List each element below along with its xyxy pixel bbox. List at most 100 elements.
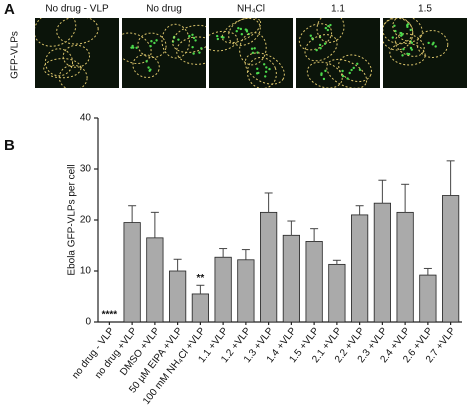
gfp-spot bbox=[257, 71, 260, 75]
gfp-spot bbox=[409, 28, 412, 32]
gfp-spot bbox=[434, 45, 437, 48]
gfp-spot bbox=[240, 33, 244, 36]
gfp-spot bbox=[147, 66, 150, 69]
cell-outline bbox=[416, 30, 449, 58]
gfp-spot bbox=[200, 47, 203, 50]
bar bbox=[351, 214, 369, 323]
gfp-spot bbox=[239, 27, 243, 31]
gfp-spot bbox=[320, 73, 323, 77]
cell-outline bbox=[62, 44, 90, 68]
cell-outline bbox=[176, 36, 206, 65]
gfp-spot bbox=[352, 66, 355, 70]
significance-label: **** bbox=[102, 310, 118, 321]
gfp-spot bbox=[188, 34, 191, 38]
cell-outline bbox=[392, 18, 423, 42]
y-tick-label: 10 bbox=[80, 266, 92, 277]
y-tick-label: 20 bbox=[80, 215, 92, 226]
gfp-spot bbox=[341, 69, 344, 73]
gfp-spot bbox=[244, 28, 248, 31]
bar bbox=[123, 222, 141, 323]
cell-outline bbox=[383, 18, 414, 44]
gfp-spot bbox=[153, 41, 156, 45]
panel-letter: A bbox=[4, 1, 15, 18]
micrograph bbox=[296, 18, 380, 88]
gfp-spot bbox=[326, 28, 330, 32]
panel-letter: B bbox=[4, 137, 15, 154]
row-label: GFP-VLPs bbox=[10, 31, 21, 79]
micrograph bbox=[383, 18, 467, 88]
cell-outline bbox=[326, 58, 368, 88]
gfp-spot bbox=[253, 47, 256, 50]
gfp-spot bbox=[237, 27, 240, 30]
cell-outline bbox=[161, 23, 190, 59]
bar bbox=[419, 274, 437, 323]
micrograph bbox=[122, 18, 206, 88]
column-label: No drug - VLP bbox=[45, 4, 109, 15]
gfp-spot bbox=[402, 47, 405, 51]
gfp-spot bbox=[194, 39, 197, 42]
bar bbox=[191, 293, 209, 323]
gfp-spot bbox=[393, 24, 396, 27]
gfp-spot bbox=[216, 37, 220, 41]
y-tick-label: 40 bbox=[80, 113, 92, 124]
gfp-spot bbox=[135, 46, 138, 49]
column-label: 1.1 bbox=[331, 4, 345, 15]
gfp-spot bbox=[329, 23, 332, 27]
gfp-spot bbox=[130, 46, 133, 49]
micrograph bbox=[35, 18, 119, 88]
cell-outline bbox=[394, 33, 425, 57]
cell-outline bbox=[239, 32, 267, 66]
gfp-spot bbox=[264, 70, 268, 74]
gfp-spot bbox=[341, 74, 345, 78]
micrograph-bg bbox=[209, 18, 293, 88]
y-tick-label: 0 bbox=[85, 317, 91, 328]
gfp-spot bbox=[192, 52, 195, 55]
cell-outline bbox=[44, 48, 74, 77]
gfp-spot bbox=[264, 75, 267, 78]
gfp-spot bbox=[131, 44, 134, 48]
cell-outline bbox=[172, 24, 206, 53]
gfp-spot bbox=[155, 39, 158, 42]
gfp-spot bbox=[145, 60, 148, 63]
gfp-spot bbox=[250, 47, 254, 50]
gfp-spot bbox=[265, 66, 268, 69]
cell-outline bbox=[246, 56, 277, 88]
gfp-spot bbox=[309, 34, 313, 37]
cell-outline bbox=[58, 64, 88, 88]
bar bbox=[305, 241, 323, 323]
column-label: 1.5 bbox=[418, 4, 432, 15]
gfp-spot bbox=[318, 43, 322, 47]
bar bbox=[328, 263, 346, 323]
gfp-spot bbox=[315, 48, 318, 52]
gfp-spot bbox=[323, 42, 327, 45]
micrograph-bg bbox=[35, 18, 119, 88]
gfp-spot bbox=[268, 67, 271, 71]
gfp-spot bbox=[215, 34, 219, 38]
gfp-spot bbox=[400, 32, 403, 35]
bar bbox=[442, 195, 460, 323]
gfp-spot bbox=[235, 29, 238, 33]
gfp-spot bbox=[324, 69, 327, 73]
gfp-spot bbox=[410, 48, 414, 51]
bar bbox=[260, 211, 278, 323]
gfp-spot bbox=[358, 68, 362, 72]
gfp-spot bbox=[251, 51, 255, 55]
gfp-spot bbox=[149, 68, 152, 71]
gfp-spot bbox=[406, 52, 409, 55]
gfp-spot bbox=[399, 34, 403, 37]
gfp-spot bbox=[256, 67, 259, 70]
gfp-spot bbox=[327, 24, 330, 28]
bar bbox=[214, 256, 232, 323]
column-label: NH₄Cl bbox=[237, 4, 265, 15]
gfp-spot bbox=[346, 77, 349, 80]
gfp-spot bbox=[150, 39, 153, 43]
cell-outline bbox=[298, 23, 333, 51]
cell-outline bbox=[137, 32, 167, 59]
bar bbox=[237, 259, 255, 323]
cell-outline bbox=[43, 58, 82, 79]
micrograph-bg bbox=[296, 18, 380, 88]
cell-outline bbox=[383, 18, 414, 51]
cell-outline bbox=[209, 30, 238, 52]
gfp-spot bbox=[356, 62, 359, 65]
